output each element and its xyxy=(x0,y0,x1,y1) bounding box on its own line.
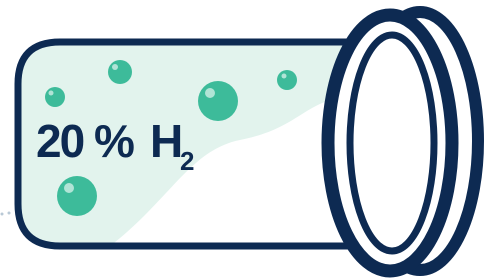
bubble xyxy=(277,70,297,90)
bubble xyxy=(57,176,97,216)
shine xyxy=(112,64,118,70)
ring-opening xyxy=(350,35,434,251)
page: 20 % H 2 (() => { const data = JSON.pars… xyxy=(0,0,486,280)
percent-label: 20 % xyxy=(36,115,134,167)
bubble xyxy=(198,81,238,121)
dotted-trail xyxy=(1,212,11,216)
dot xyxy=(8,212,11,215)
element-label: H xyxy=(150,115,183,167)
shine xyxy=(64,183,74,193)
shine xyxy=(205,88,215,98)
subscript-label: 2 xyxy=(180,146,194,176)
bubble xyxy=(45,87,65,107)
bubble xyxy=(108,60,132,84)
hydrogen-tube-illustration: 20 % H 2 xyxy=(0,0,486,280)
dot xyxy=(1,213,4,216)
shine xyxy=(282,74,287,79)
shine xyxy=(49,91,54,96)
